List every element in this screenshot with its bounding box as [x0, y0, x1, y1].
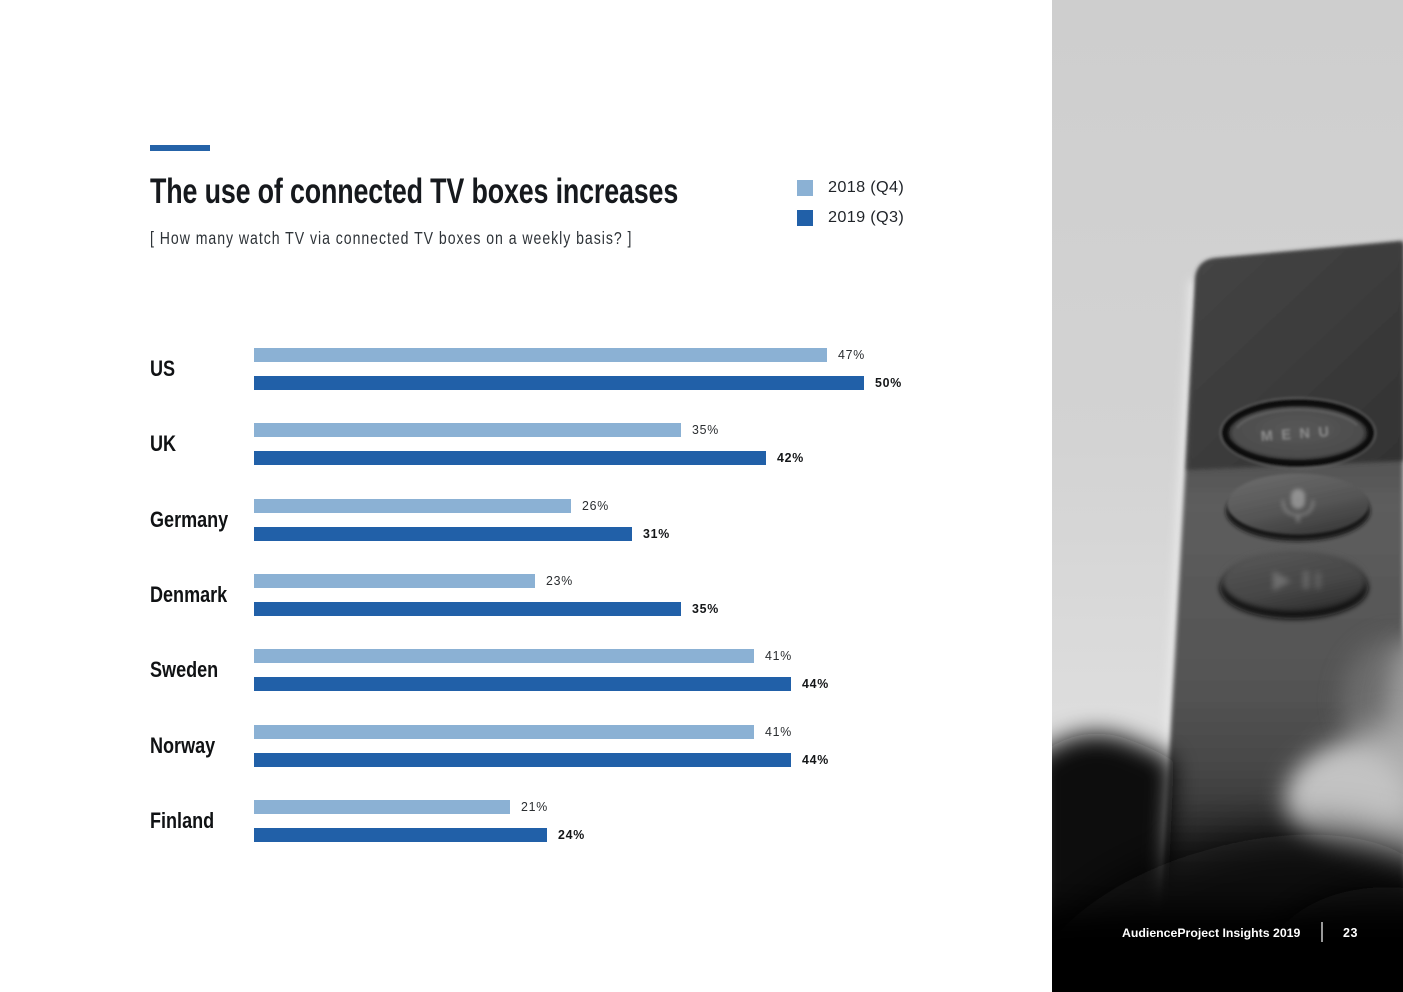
svg-text:MENU: MENU	[1260, 424, 1338, 445]
svg-text:23: 23	[1343, 926, 1358, 940]
svg-text:AudienceProject Insights 2019: AudienceProject Insights 2019	[1122, 926, 1301, 940]
